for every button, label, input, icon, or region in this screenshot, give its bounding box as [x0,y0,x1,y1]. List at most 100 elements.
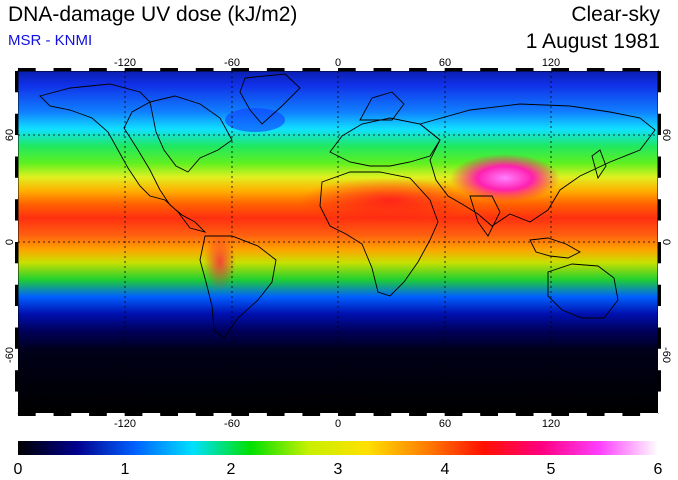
lat-tick-label: -60 [4,347,16,363]
frame-tick-segment [15,263,18,285]
frame-tick-segment [658,327,661,349]
frame-tick-segment [658,242,661,264]
frame-tick-segment [15,177,18,200]
colorbar-labels: 0 1 2 3 4 5 6 [14,461,663,478]
greenland-coast [239,73,301,125]
frame-tick-segment [569,413,587,416]
frame-tick-segment [15,92,18,114]
frame-tick-segment [53,68,72,71]
colorbar-tick-label: 3 [334,461,343,478]
lon-tick-label: 0 [335,418,341,430]
lat-tick-label: 0 [4,239,16,245]
frame-tick-segment [658,263,661,285]
frame-tick-segment [658,177,661,200]
frame-tick-segment [320,68,338,71]
frame-tick-segment [71,413,90,416]
frame-tick-segment [373,413,392,416]
frame-tick-segment [15,242,18,264]
frame-tick-segment [160,413,178,416]
japan-coast [591,149,607,180]
lat-labels-right: 60 0 -60 [660,129,672,363]
frame-tick-segment [213,68,232,71]
lon-labels-bottom: -120 -60 0 60 120 [114,418,560,430]
lon-tick-label: 120 [542,418,560,430]
frame-tick-segment [320,413,338,416]
antarctica-coast [18,395,658,401]
lat-tick-label: 60 [4,129,16,141]
lon-tick-label: 120 [542,57,560,69]
frame-tick-segment [35,68,54,71]
lat-tick-label: 0 [660,239,672,245]
lon-tick-label: 60 [439,57,451,69]
frame-tick-segment [515,413,534,416]
frame-tick-segment [658,71,661,93]
frame-tick-segment [533,413,552,416]
frame-tick-segment [18,413,36,416]
africa-coast [319,171,439,297]
frame-tick-segment [302,413,321,416]
frame-tick-segment [604,413,623,416]
frame-tick-segment [604,68,623,71]
date-label: 1 August 1981 [525,30,660,53]
frame-tick-segment [35,413,54,416]
frame-tick-segment [622,68,641,71]
lon-tick-label: 60 [439,418,451,430]
frame-tick-segment [658,135,661,157]
frame-tick-segment [302,68,321,71]
colorbar-tick-label: 0 [14,461,23,478]
coastlines [18,73,658,401]
sky-condition-label: Clear-sky [571,3,660,26]
colorbar-tick-label: 5 [547,461,556,478]
frame-tick-segment [498,413,516,416]
colorbar-tick-label: 1 [121,461,130,478]
frame-tick-segment [142,413,161,416]
europe-coast [329,117,441,167]
frame-tick-segment [15,284,18,307]
frame-tick-segment [178,413,196,416]
canada-east-coast [149,95,233,173]
frame-tick-segment [658,113,661,136]
frame-tick-segment [569,68,587,71]
frame-tick-segment [426,413,445,416]
frame-tick-segment [284,68,303,71]
sahara-hotspot [300,178,480,222]
frame-tick-segment [142,68,161,71]
map-field [18,71,658,413]
frame-tick-segment [249,68,267,71]
lon-tick-label: -120 [114,57,136,69]
australia-coast [547,263,619,319]
frame-tick-segment [15,327,18,349]
frame-tick-segment [658,156,661,178]
lat-tick-label: 60 [660,129,672,141]
frame-tick-segment [15,199,18,221]
frame-tick-segment [658,220,661,242]
southeast-asia-islands [529,237,581,259]
colorbar-tick-label: 6 [654,461,663,478]
frame-tick-segment [53,413,72,416]
frame-tick-segment [480,413,498,416]
andes-hotspot [204,234,236,290]
frame-tick-segment [15,71,18,93]
frame-tick-segment [106,413,125,416]
frame-tick-segment [15,113,18,136]
frame-tick-segment [71,68,90,71]
lon-tick-label: -60 [224,418,240,430]
frame-tick-segment [586,68,605,71]
frame-tick-segment [586,413,605,416]
frame-tick-segment [249,413,267,416]
frame-tick-segment [426,68,445,71]
frame-tick-segment [551,68,570,71]
frame-tick-segment [622,413,641,416]
lat-labels-left: 60 0 -60 [4,129,16,363]
frame-tick-segment [124,68,143,71]
graticule [18,71,658,413]
frame-tick-segment [640,413,658,416]
page-title: DNA-damage UV dose (kJ/m2) [8,3,298,26]
frame-tick-segment [640,68,658,71]
frame-tick-segment [15,135,18,157]
frame-tick-segment [480,68,498,71]
frame-tick-segment [160,68,178,71]
frame-tick-segment [195,413,214,416]
frame-tick-segment [89,68,107,71]
frame-tick-segment [533,68,552,71]
